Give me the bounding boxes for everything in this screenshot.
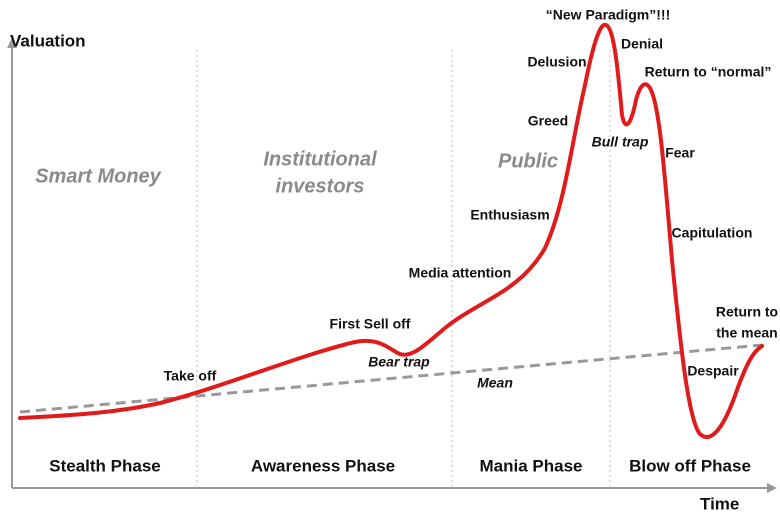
zone-label: Smart Money: [35, 165, 161, 187]
phase-label: Blow off Phase: [629, 456, 751, 475]
stage-label: Greed: [528, 113, 568, 129]
phase-label: Mania Phase: [480, 456, 583, 475]
stage-label: Return to “normal”: [645, 64, 772, 80]
stage-label: “New Paradigm”!!!: [546, 7, 670, 23]
phase-label: Awareness Phase: [251, 456, 395, 475]
stage-label: the mean: [716, 325, 777, 341]
phase-label: Stealth Phase: [49, 456, 161, 475]
stage-label: Capitulation: [672, 225, 753, 241]
zone-label: Public: [498, 150, 558, 172]
mean-line: [19, 343, 763, 414]
stage-label: Bear trap: [368, 354, 430, 370]
x-axis-label: Time: [700, 494, 739, 513]
mean-label: Mean: [477, 375, 513, 391]
stage-label: Take off: [164, 368, 217, 384]
stage-label: Fear: [665, 145, 695, 161]
zone-label: investors: [276, 175, 365, 197]
stage-label: Return to: [716, 304, 778, 320]
y-axis-label: Valuation: [10, 31, 86, 50]
stage-label: Bull trap: [592, 134, 649, 150]
stage-label: Media attention: [409, 265, 512, 281]
stage-label: Enthusiasm: [470, 207, 549, 223]
stage-label: Denial: [621, 36, 663, 52]
stage-label: First Sell off: [330, 316, 411, 332]
stage-label: Despair: [687, 363, 739, 379]
stage-label: Delusion: [527, 54, 586, 70]
zone-label: Institutional: [263, 148, 377, 170]
bubble-curve: [18, 22, 764, 439]
